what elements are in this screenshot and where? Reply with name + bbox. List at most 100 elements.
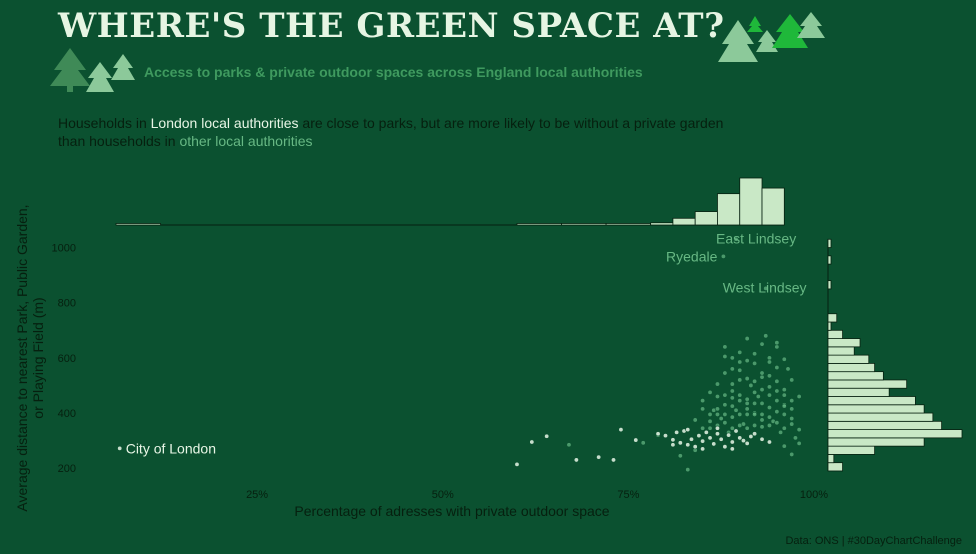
other-point: [766, 392, 772, 398]
other-point: [748, 382, 754, 388]
other-point: [766, 355, 772, 361]
other-point: [729, 388, 735, 394]
annotation-label: Ryedale: [666, 248, 718, 264]
right-histogram-bar: [827, 429, 963, 439]
other-point: [781, 443, 787, 449]
right-histogram-bar: [827, 454, 835, 464]
other-point: [752, 411, 758, 417]
other-point: [744, 406, 750, 412]
right-histogram-bar: [827, 396, 916, 406]
other-point: [763, 333, 769, 339]
other-point: [778, 429, 784, 435]
london-point: [573, 457, 579, 463]
other-point: [774, 398, 780, 404]
london-point: [544, 433, 550, 439]
other-highlight: other local authorities: [179, 133, 313, 149]
other-point: [789, 416, 795, 422]
other-point: [744, 358, 750, 364]
y-axis-label: Average distance to nearest Park, Public…: [14, 204, 46, 511]
right-histogram-bar: [827, 362, 876, 373]
tree-icon: [50, 48, 90, 86]
other-point: [737, 422, 743, 428]
top-histogram-bar: [605, 223, 652, 226]
london-point: [692, 444, 698, 450]
london-point: [744, 440, 750, 446]
other-point: [766, 359, 772, 365]
other-point: [729, 381, 735, 387]
y-tick-label: 800: [58, 298, 76, 310]
other-point: [759, 424, 765, 430]
annotations: City of London East Lindsey Ryedale West Li…: [126, 230, 807, 456]
other-point: [729, 355, 735, 361]
right-histogram-bar: [827, 280, 832, 290]
london-point: [759, 436, 765, 442]
other-point: [781, 403, 787, 409]
london-point: [696, 433, 702, 439]
other-point: [737, 411, 743, 417]
london-point: [711, 441, 717, 447]
annotation-label: West Lindsey: [723, 279, 807, 295]
london-point: [726, 432, 732, 438]
tree-icon: [747, 16, 763, 32]
london-point: [685, 442, 691, 448]
other-point: [737, 398, 743, 404]
other-point: [722, 420, 728, 426]
other-point: [759, 411, 765, 417]
other-point: [722, 353, 728, 359]
other-point: [789, 421, 795, 427]
london-point: [700, 446, 706, 452]
london-point: [611, 457, 617, 463]
top-histogram-bar: [516, 223, 562, 226]
y-tick-label: 1000: [52, 243, 76, 255]
other-point: [752, 360, 758, 366]
top-histogram-bar: [694, 211, 718, 226]
other-point: [755, 393, 761, 399]
top-histogram-bar: [561, 223, 607, 226]
other-point: [729, 414, 735, 420]
y-tick-label: 400: [58, 408, 76, 420]
tree-icon: [67, 86, 73, 92]
other-point: [759, 400, 765, 406]
other-point: [759, 387, 765, 393]
london-point: [737, 435, 743, 441]
other-point: [700, 406, 706, 412]
london-point: [718, 436, 724, 442]
right-histogram-bar: [827, 354, 870, 364]
other-point: [774, 365, 780, 371]
other-point: [714, 381, 720, 387]
right-histogram-bar: [827, 371, 884, 381]
other-point: [737, 377, 743, 383]
london-point: [688, 436, 694, 442]
other-point: [781, 425, 787, 431]
other-point: [714, 406, 720, 412]
london-point: [748, 433, 754, 439]
other-point: [759, 341, 765, 347]
x-tick-label: 100%: [800, 489, 828, 501]
other-point: [774, 340, 780, 346]
other-point: [796, 427, 802, 433]
other-point: [763, 285, 769, 291]
other-point: [796, 393, 802, 399]
subtitle: Access to parks & private outdoor spaces…: [144, 64, 643, 80]
other-point: [785, 366, 791, 372]
other-point: [752, 351, 758, 357]
right-histogram-bar: [827, 462, 843, 472]
x-tick-label: 25%: [246, 489, 268, 501]
other-point: [729, 425, 735, 431]
other-point: [737, 349, 743, 355]
y-tick-label: 600: [58, 353, 76, 365]
other-point: [737, 367, 743, 373]
london-point: [674, 429, 680, 435]
x-axis-ticks: 25% 50% 75% 100%: [246, 489, 828, 501]
right-histogram-bar: [827, 313, 838, 323]
other-point: [781, 411, 787, 417]
london-point: [677, 440, 683, 446]
top-histogram-bar: [672, 217, 696, 226]
description: Households in London local authorities a…: [58, 114, 838, 150]
other-point: [744, 396, 750, 402]
london-point: [733, 428, 739, 434]
london-point: [529, 439, 535, 445]
other-point: [744, 376, 750, 382]
right-histogram-bar: [827, 445, 876, 455]
